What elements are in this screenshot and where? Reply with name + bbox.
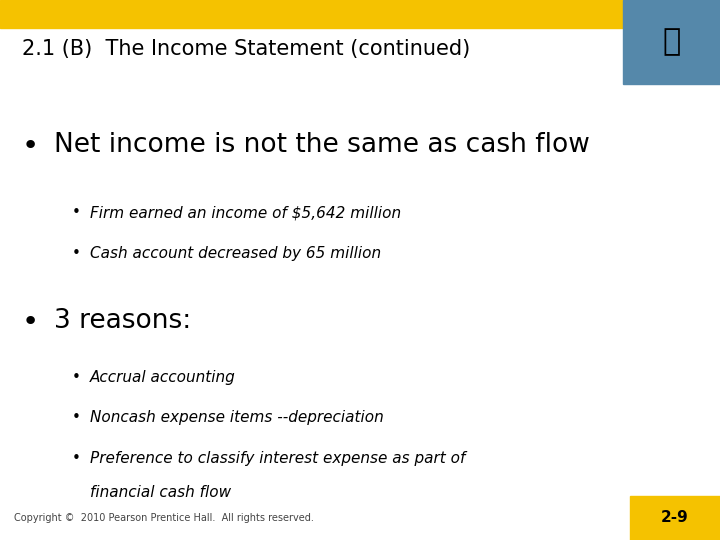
- Text: Preference to classify interest expense as part of: Preference to classify interest expense …: [90, 451, 465, 466]
- Text: 3 reasons:: 3 reasons:: [54, 308, 192, 334]
- Text: 2-9: 2-9: [661, 510, 689, 525]
- Text: •: •: [72, 205, 81, 220]
- Text: •: •: [72, 246, 81, 261]
- Text: financial cash flow: financial cash flow: [90, 485, 231, 501]
- Text: Noncash expense items --depreciation: Noncash expense items --depreciation: [90, 410, 384, 426]
- Text: •: •: [22, 132, 39, 160]
- Text: Cash account decreased by 65 million: Cash account decreased by 65 million: [90, 246, 381, 261]
- Text: •: •: [72, 410, 81, 426]
- Text: Net income is not the same as cash flow: Net income is not the same as cash flow: [54, 132, 590, 158]
- Text: •: •: [72, 451, 81, 466]
- Text: 🔧: 🔧: [662, 28, 680, 56]
- Bar: [623, 0, 720, 84]
- Text: •: •: [22, 308, 39, 336]
- Text: 2.1 (B)  The Income Statement (continued): 2.1 (B) The Income Statement (continued): [22, 39, 470, 59]
- Text: Copyright ©  2010 Pearson Prentice Hall.  All rights reserved.: Copyright © 2010 Pearson Prentice Hall. …: [14, 513, 314, 523]
- Bar: [0, 0, 720, 28]
- Text: Accrual accounting: Accrual accounting: [90, 370, 235, 385]
- Text: •: •: [72, 370, 81, 385]
- Bar: [630, 496, 720, 540]
- Text: Firm earned an income of $5,642 million: Firm earned an income of $5,642 million: [90, 205, 401, 220]
